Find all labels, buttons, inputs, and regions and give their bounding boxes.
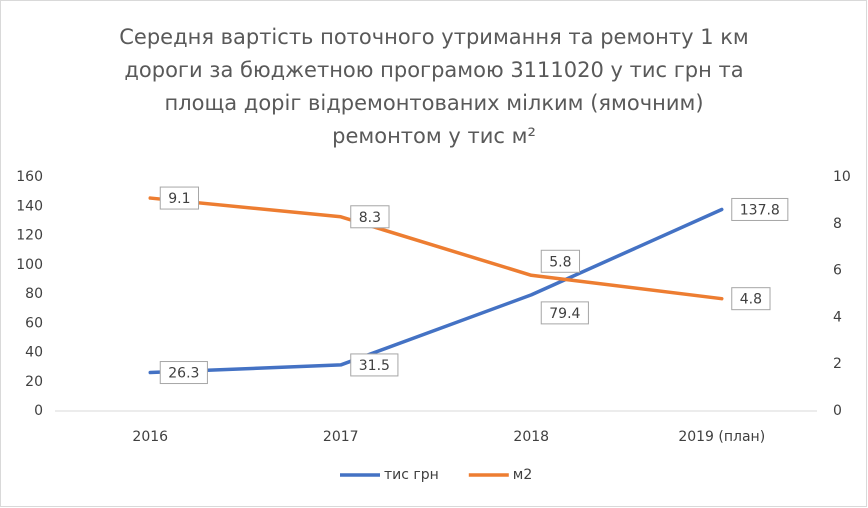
series-line [148,196,724,301]
legend-label: тис грн [384,467,439,483]
data-label-box [159,361,208,385]
legend-label: м2 [513,467,532,483]
y-tick-label: 160 [16,169,43,185]
x-tick-label: 2019 (план) [678,429,765,445]
data-label-box [350,205,390,229]
data-label: 79.4 [549,306,580,322]
y-tick-label: 0 [34,403,43,419]
data-label-box [540,301,589,325]
y-tick-label: 20 [25,374,43,390]
y2-tick-label: 0 [833,403,842,419]
y-tick-label: 80 [25,286,43,302]
y-tick-label: 40 [25,345,43,361]
chart-title: площа доріг відремонтованих мілким (ямоч… [164,91,703,115]
data-label: 9.1 [168,191,190,207]
y-tick-label: 100 [16,257,43,273]
x-tick-label: 2017 [323,429,359,445]
data-label: 5.8 [549,254,571,270]
data-label: 8.3 [359,210,381,226]
y-tick-label: 60 [25,315,43,331]
x-tick-label: 2016 [132,429,168,445]
data-label-box [731,287,771,311]
chart-title: дороги за бюджетною програмою 3111020 у … [124,58,743,82]
chart-title: Середня вартість поточного утримання та … [119,25,749,49]
y2-tick-label: 2 [833,356,842,372]
x-tick-label: 2018 [513,429,549,445]
chart-title: ремонтом у тис м² [332,124,536,148]
data-label-box [731,197,789,221]
data-label-box [159,186,200,210]
data-label: 31.5 [359,358,390,374]
y2-tick-label: 6 [833,263,842,279]
data-label-box [540,249,581,273]
y2-tick-label: 10 [833,169,851,185]
y2-tick-label: 4 [833,309,842,325]
y-tick-label: 140 [16,198,43,214]
series-line [148,207,724,375]
y2-tick-label: 8 [833,216,842,232]
data-label: 137.8 [740,202,780,218]
data-label-box [350,353,399,377]
y-tick-label: 120 [16,228,43,244]
data-label: 26.3 [168,366,199,382]
data-label: 4.8 [740,292,762,308]
